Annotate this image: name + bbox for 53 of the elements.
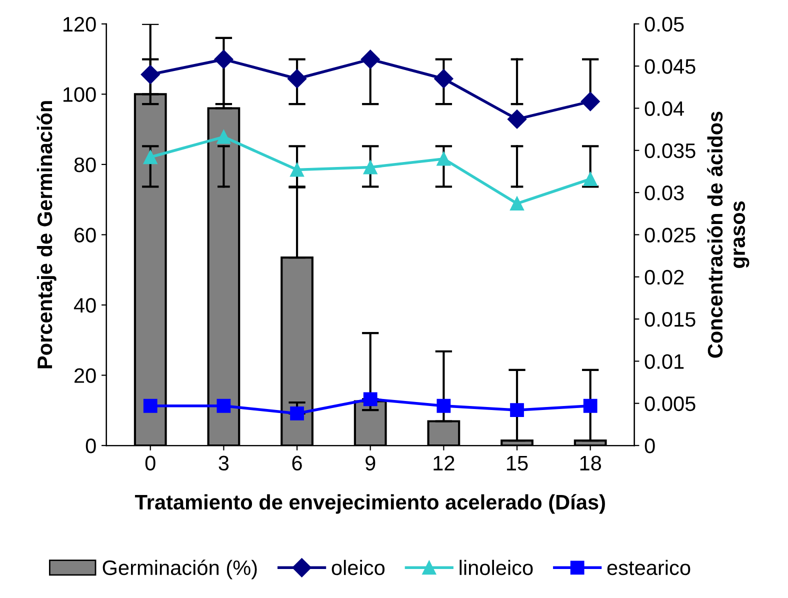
y-tick-label: 20 [74, 368, 96, 383]
point [143, 150, 158, 164]
point [363, 392, 378, 406]
y2-tick-label: 0.025 [644, 228, 696, 242]
point [436, 152, 451, 166]
x-tick-label: 12 [434, 456, 454, 470]
legend-label: linoleico [460, 560, 533, 576]
y2-tick-label: 0.05 [644, 16, 684, 32]
point [434, 69, 454, 88]
point [290, 406, 304, 420]
y-tick-label: 100 [63, 87, 96, 102]
x-tick-label: 15 [507, 456, 528, 471]
y-tick-label: 0 [86, 438, 96, 454]
legend-label: estearico [607, 560, 690, 576]
y-axis-title: Porcentaje de Germinación [36, 101, 56, 368]
point [216, 130, 231, 144]
y2-axis-title: Concentración de ácidos grasos [707, 112, 750, 358]
y2-tick-label: 0.005 [644, 396, 696, 412]
legend-label: Germinación (%) [102, 560, 257, 580]
x-tick-label: 6 [292, 456, 302, 471]
y-tick-label: 60 [74, 228, 96, 242]
point [214, 50, 234, 69]
y2-tick-label: 0.01 [644, 354, 684, 369]
point [140, 64, 160, 84]
legend-label: oleico [332, 560, 385, 576]
x-tick-label: 0 [145, 456, 156, 471]
point [363, 160, 378, 174]
point [510, 403, 524, 418]
x-tick-label: 18 [580, 456, 602, 471]
point [510, 196, 524, 210]
y-tick-label: 40 [74, 298, 96, 313]
y-tick-label: 80 [74, 157, 96, 172]
y-tick-label: 120 [63, 16, 96, 32]
y2-tick-label: 0.02 [644, 270, 684, 285]
x-tick-label: 3 [218, 456, 229, 471]
point [580, 92, 600, 112]
point [216, 398, 231, 413]
y2-tick-label: 0.04 [644, 101, 684, 116]
y2-tick-label: 0.03 [644, 186, 684, 200]
point [143, 398, 158, 413]
y2-tick-label: 0 [644, 438, 655, 454]
point [436, 398, 451, 413]
y2-tick-label: 0.015 [644, 312, 696, 327]
y2-tick-label: 0.035 [644, 143, 696, 158]
point [360, 50, 380, 69]
point [583, 398, 598, 413]
point [288, 69, 307, 88]
point [583, 172, 598, 186]
point [290, 162, 304, 177]
x-axis-title: Tratamiento de envejecimiento acelerado (Días) [134, 494, 605, 514]
point [507, 110, 527, 129]
x-tick-label: 9 [366, 456, 376, 471]
y2-tick-label: 0.045 [644, 59, 696, 74]
